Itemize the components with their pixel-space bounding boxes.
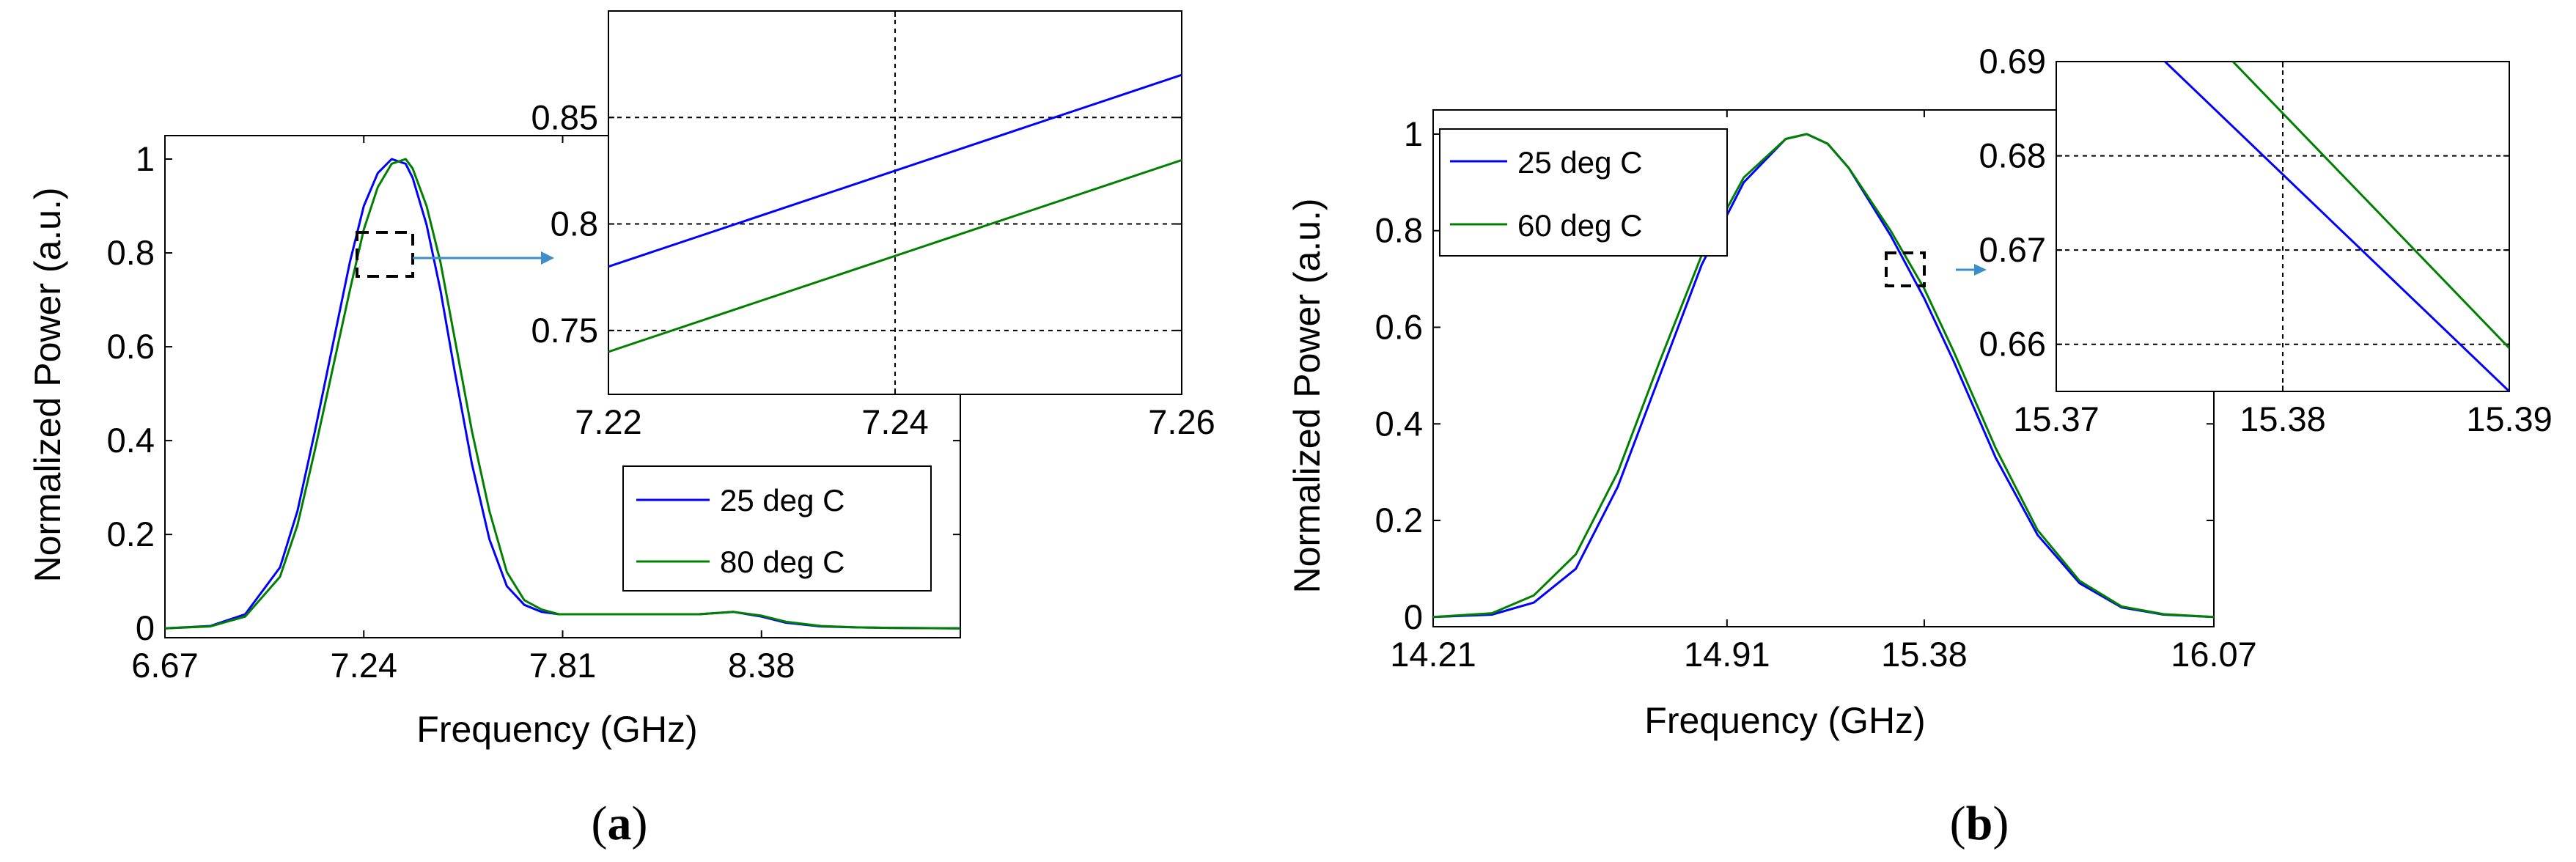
panel-b-main-ticks: 14.21 14.91 15.38 16.07 0 0.2 0.4 0.6 0.8 1 (1375, 110, 2257, 674)
y-tick-label: 0.8 (551, 205, 598, 243)
panel-a-y-axis-label: Normalized Power (a.u.) (27, 187, 68, 582)
panel-b-zoom-arrowhead (1974, 264, 1987, 276)
x-tick-label: 15.38 (1881, 635, 1968, 674)
panel-a-inset-ticks: 7.22 7.24 7.26 0.75 0.8 0.85 (531, 11, 1215, 441)
panel-a-main-series (165, 158, 960, 630)
series-line-25-deg-c (2164, 62, 2509, 391)
legend-label-60c: 60 deg C (1517, 208, 1642, 243)
x-tick-label: 7.24 (331, 646, 397, 685)
panel-b-inset-grid (2056, 62, 2509, 391)
panel-a: 6.67 7.24 7.81 8.38 0 0.2 0.4 0.6 0.8 1 25 deg C … (107, 10, 1215, 850)
y-tick-label: 0.4 (1375, 404, 1423, 443)
y-tick-label: 0.85 (531, 97, 598, 136)
panel-a-inset-series (608, 73, 1182, 353)
panel-b-main-series (1433, 133, 2214, 619)
y-tick-label: 0.2 (107, 515, 155, 553)
y-tick-label: 0.69 (1979, 42, 2046, 81)
series-line-25-deg-c (608, 73, 1182, 268)
x-tick-label: 7.26 (1148, 402, 1215, 441)
x-tick-label: 14.91 (1684, 635, 1770, 674)
panel-a-zoom-box (356, 231, 414, 278)
panel-b-legend: 25 deg C 60 deg C (1439, 128, 1728, 257)
y-tick-label: 1 (136, 139, 155, 178)
x-tick-label: 14.21 (1390, 635, 1476, 674)
panel-a-x-axis-label: Frequency (GHz) (416, 709, 697, 750)
legend-label-25c: 25 deg C (720, 483, 844, 517)
x-tick-label: 8.38 (728, 646, 795, 685)
series-line-60-deg-c (1433, 133, 2214, 619)
panel-a-zoom-arrowhead (541, 251, 554, 265)
panel-a-legend: 25 deg C 80 deg C (622, 465, 932, 592)
y-tick-label: 0.2 (1375, 501, 1423, 539)
panel-b-inset-series (2164, 62, 2509, 391)
y-tick-label: 0.68 (1979, 136, 2046, 175)
panel-a-main-ticks: 6.67 7.24 7.81 8.38 0 0.2 0.4 0.6 0.8 1 (107, 136, 960, 685)
x-tick-label: 7.24 (861, 402, 928, 441)
series-line-60-deg-c (2231, 62, 2509, 349)
x-tick-label: 16.07 (2171, 635, 2257, 674)
x-tick-label: 15.37 (2013, 399, 2100, 438)
series-line-80-deg-c (165, 158, 960, 630)
x-tick-label: 6.67 (131, 646, 198, 685)
y-tick-label: 0.8 (107, 233, 155, 272)
y-tick-label: 0.67 (1979, 230, 2046, 269)
legend-label-25c: 25 deg C (1517, 145, 1642, 180)
panel-b-y-axis-label: Normalized Power (a.u.) (1287, 198, 1328, 593)
panel-b-inset-ticks: 15.37 15.38 15.39 0.66 0.67 0.68 0.69 (1979, 42, 2553, 438)
panel-b-caption: (b) (1950, 797, 2009, 850)
y-tick-label: 1 (1404, 114, 1423, 153)
panel-a-caption: (a) (592, 797, 648, 850)
y-tick-label: 0.6 (107, 327, 155, 366)
panel-b-x-axis-label: Frequency (GHz) (1644, 700, 1925, 741)
legend-label-80c: 80 deg C (720, 545, 844, 579)
x-tick-label: 7.22 (575, 402, 641, 441)
x-tick-label: 15.38 (2240, 399, 2326, 438)
y-tick-label: 0 (136, 608, 155, 647)
panel-b: 14.21 14.91 15.38 16.07 0 0.2 0.4 0.6 0.8 1 25 de… (1375, 42, 2553, 850)
y-tick-label: 0.8 (1375, 211, 1423, 250)
y-tick-label: 0.4 (107, 421, 155, 460)
panel-b-inset-frame (2056, 61, 2510, 392)
x-tick-label: 15.39 (2466, 399, 2553, 438)
y-tick-label: 0.75 (531, 311, 598, 350)
y-tick-label: 0 (1404, 597, 1423, 636)
panel-a-inset-grid (608, 11, 1182, 394)
y-tick-label: 0.6 (1375, 307, 1423, 346)
x-tick-label: 7.81 (529, 646, 596, 685)
y-tick-label: 0.66 (1979, 325, 2046, 364)
series-line-80-deg-c (608, 158, 1182, 353)
panel-b-zoom-box (1885, 251, 1926, 287)
